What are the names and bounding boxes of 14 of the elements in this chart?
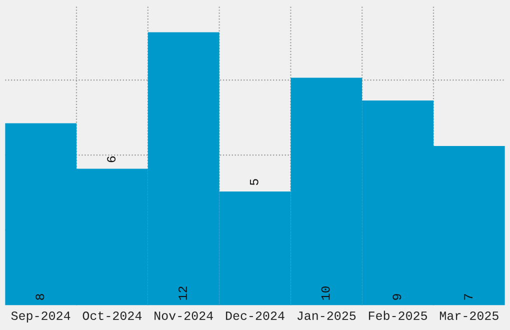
x-tick-label: Dec-2024 [226,312,284,320]
data-label: 5 [250,179,258,186]
x-tick-label: Sep-2024 [11,312,70,322]
x-tick-label: Jan-2025 [297,312,356,320]
data-label: 7 [464,294,472,300]
data-label: 8 [36,294,44,300]
x-tick-label: Feb-2025 [368,310,428,320]
x-tick-label: Mar-2025 [440,312,498,320]
data-label: 10 [321,286,330,300]
data-label: 9 [392,294,402,300]
data-label: 12 [178,286,187,300]
data-label: 6 [107,156,116,162]
x-tick-label: Nov-2024 [154,312,213,320]
x-tick-label: Oct-2024 [82,312,142,320]
